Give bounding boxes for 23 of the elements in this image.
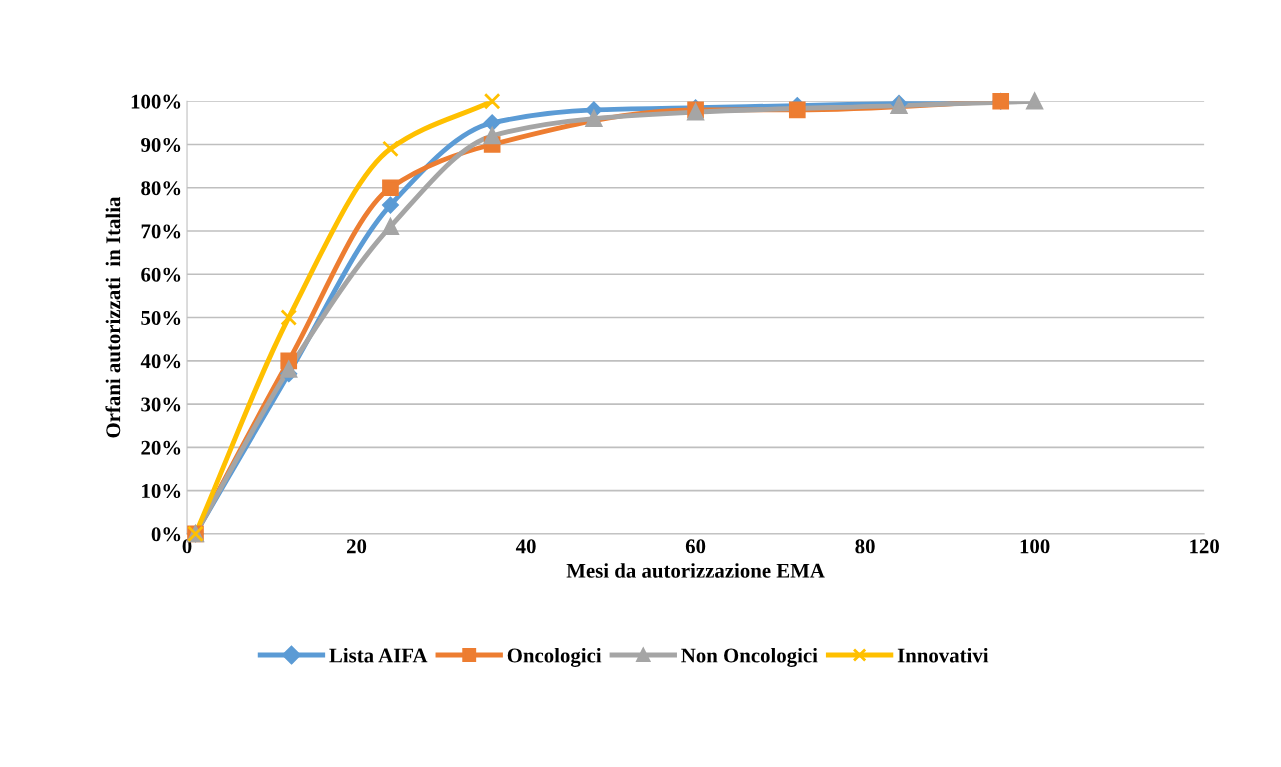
x-tick-label: 40 [515,539,536,554]
y-tick-label: 60% [141,267,181,282]
x-tick-label: 100 [1020,539,1050,554]
x-tick-label: 20 [347,539,367,554]
y-tick-label: 90% [141,137,181,152]
y-tick-label: 50% [141,310,181,326]
x-tick-label: 60 [685,539,706,554]
y-tick-label: 80% [141,181,181,196]
y-tick-label: 70% [141,224,181,239]
y-tick-label: 10% [142,483,181,499]
x-tick-label: 80 [855,539,875,554]
y-tick-label: 0% [151,527,181,542]
y-tick-label: 30% [141,397,181,412]
y-tick-label: 20% [141,440,181,455]
legend-label: Lista AIFA [329,647,428,663]
legend-label: Oncologici [507,647,602,667]
legend-label: Non Oncologici [681,647,818,667]
y-tick-label: 40% [140,354,181,369]
y-axis-title: Orfani autorizzati in Italia [105,196,121,438]
x-tick-label: 120 [1190,539,1219,554]
y-tick-label: 100% [131,94,181,109]
x-axis-title: Mesi da autorizzazione EMA [566,563,825,578]
legend-label: Innovativi [897,647,989,663]
